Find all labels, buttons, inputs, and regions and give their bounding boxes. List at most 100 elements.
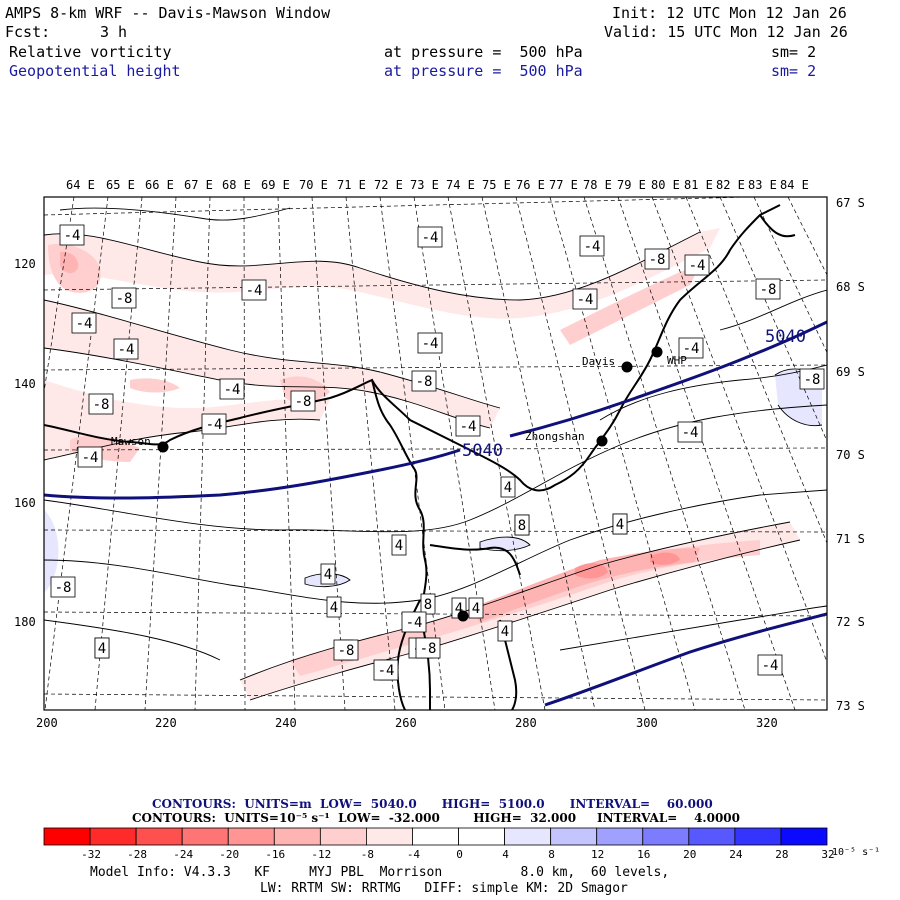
vorticity-label: -4 bbox=[118, 342, 135, 358]
lon-label: 64 E bbox=[66, 178, 95, 192]
vorticity-label-box bbox=[77, 446, 103, 468]
vorticity-label: 4 bbox=[98, 641, 106, 657]
colorbar-swatch bbox=[550, 827, 598, 846]
colorbar-unit: 10⁻⁵ s⁻¹ bbox=[832, 847, 880, 858]
colorbar-tick-label: -28 bbox=[127, 848, 147, 861]
lat-label: 69 S bbox=[836, 365, 865, 379]
vorticity-label-box bbox=[799, 368, 825, 390]
vorticity-label: 4 bbox=[472, 601, 480, 617]
vorticity-labels: -4 -4 -4 -8 -8 -4 -4 -4 -8 -4 -4 -4 -8 -4 -8 -8 -4 -4 -4 -4… bbox=[50, 224, 825, 681]
lon-label: 75 E bbox=[482, 178, 511, 192]
colorbar-swatch bbox=[366, 827, 413, 846]
station-zhongshan-label: Zhongshan bbox=[525, 430, 585, 443]
vorticity-label-box bbox=[684, 254, 710, 276]
x-tick: 240 bbox=[275, 716, 297, 730]
vorticity-label: -8 bbox=[760, 282, 777, 298]
station-whp-label: WHP bbox=[667, 354, 687, 367]
height-label: 5040 bbox=[462, 441, 503, 461]
station-davis-label: Davis bbox=[582, 355, 615, 368]
y-tick: 140 bbox=[14, 377, 36, 391]
lon-label: 79 E bbox=[617, 178, 646, 192]
init-time: Init: 12 UTC Mon 12 Jan 26 bbox=[612, 4, 847, 22]
lon-label: 83 E bbox=[748, 178, 777, 192]
colorbar-tick-label: -32 bbox=[81, 848, 101, 861]
vorticity-label-box bbox=[71, 312, 97, 334]
vorticity-label: -8 bbox=[93, 397, 110, 413]
colorbar-swatch bbox=[89, 827, 137, 846]
colorbar-tick-label: -24 bbox=[173, 848, 193, 861]
colorbar-tick-label: 28 bbox=[775, 848, 788, 861]
lon-label: 70 E bbox=[299, 178, 328, 192]
vorticity-label-box bbox=[755, 278, 781, 300]
lat-label: 71 S bbox=[836, 532, 865, 546]
colorbar-tick-label: -12 bbox=[311, 848, 331, 861]
vorticity-label: -8 bbox=[649, 252, 666, 268]
vorticity-label-box bbox=[391, 534, 407, 556]
field2-name: Geopotential height bbox=[9, 62, 181, 80]
station-zhongshan-marker bbox=[596, 435, 608, 447]
forecast-hour: 3 h bbox=[100, 23, 128, 41]
vorticity-label-box bbox=[290, 390, 316, 412]
plot-frame bbox=[43, 196, 828, 711]
colorbar bbox=[43, 827, 828, 846]
vorticity-label: -8 bbox=[338, 643, 355, 659]
station-whp-marker bbox=[651, 346, 663, 358]
vorticity-label: -4 bbox=[422, 230, 439, 246]
vorticity-label-box bbox=[415, 637, 441, 659]
model-info-line1: Model Info: V4.3.3 KF MYJ PBL Morrison 8… bbox=[90, 865, 670, 880]
vorticity-label-box bbox=[417, 226, 443, 248]
vorticity-label-box bbox=[678, 337, 704, 359]
vorticity-label: -4 bbox=[689, 258, 706, 274]
height-contour-labels: 5040 5040 bbox=[462, 327, 806, 461]
lat-label: 73 S bbox=[836, 699, 865, 713]
model-info-line2: LW: RRTM SW: RRTMG DIFF: simple KM: 2D S… bbox=[260, 881, 628, 896]
vorticity-label: -4 bbox=[246, 283, 263, 299]
longitude-labels: 64 E 65 E 66 E 67 E 68 E 69 E 70 E 71 E … bbox=[66, 178, 809, 192]
vorticity-label: 4 bbox=[324, 567, 332, 583]
vorticity-label-box bbox=[468, 597, 484, 619]
contours-height-info: CONTOURS: UNITS=m LOW= 5040.0 HIGH= 5100… bbox=[152, 797, 713, 811]
valid-time: Valid: 15 UTC Mon 12 Jan 26 bbox=[604, 23, 848, 41]
vorticity-label-box bbox=[455, 415, 481, 437]
vorticity-label-box bbox=[677, 421, 703, 443]
vorticity-label: -4 bbox=[682, 425, 699, 441]
colorbar-swatch bbox=[504, 827, 552, 846]
colorbar-tick-label: -20 bbox=[219, 848, 239, 861]
vorticity-label: 8 bbox=[518, 518, 526, 534]
colorbar-swatch bbox=[596, 827, 644, 846]
vorticity-label: -4 bbox=[378, 663, 395, 679]
vorticity-label-box bbox=[94, 637, 110, 659]
forecast-label: Fcst: bbox=[5, 23, 51, 41]
vorticity-label: -4 bbox=[224, 382, 241, 398]
lon-label: 67 E bbox=[184, 178, 213, 192]
colorbar-swatch bbox=[642, 827, 690, 846]
colorbar-tick-label: 0 bbox=[456, 848, 463, 861]
vorticity-label-box bbox=[320, 563, 336, 585]
colorbar-tick-label: 20 bbox=[683, 848, 696, 861]
field2-smooth: sm= 2 bbox=[771, 62, 817, 80]
vorticity-label-box bbox=[401, 611, 427, 633]
colorbar-tick-label: 32 bbox=[821, 848, 834, 861]
vorticity-contours bbox=[44, 207, 827, 701]
colorbar-tick-label: -4 bbox=[407, 848, 421, 861]
station-mawson-label: Mawson bbox=[111, 435, 151, 448]
vorticity-label-box bbox=[241, 279, 267, 301]
colorbar-swatch bbox=[135, 827, 183, 846]
lon-label: 82 E bbox=[716, 178, 745, 192]
vorticity-label: -4 bbox=[82, 450, 99, 466]
vorticity-label: 4 bbox=[395, 538, 403, 554]
vorticity-label: -4 bbox=[577, 292, 594, 308]
vorticity-label: 4 bbox=[616, 517, 624, 533]
y-tick: 180 bbox=[14, 615, 36, 629]
lon-label: 72 E bbox=[374, 178, 403, 192]
vorticity-label-box bbox=[411, 370, 437, 392]
vorticity-label-box bbox=[373, 659, 399, 681]
colorbar-swatch bbox=[412, 827, 459, 846]
vorticity-label-box bbox=[644, 248, 670, 270]
vorticity-label: 4 bbox=[501, 624, 509, 640]
field2-level: at pressure = 500 hPa bbox=[384, 62, 583, 80]
vorticity-label: 4 bbox=[455, 601, 463, 617]
colorbar-swatch bbox=[458, 827, 505, 846]
field1-name: Relative vorticity bbox=[9, 43, 172, 61]
